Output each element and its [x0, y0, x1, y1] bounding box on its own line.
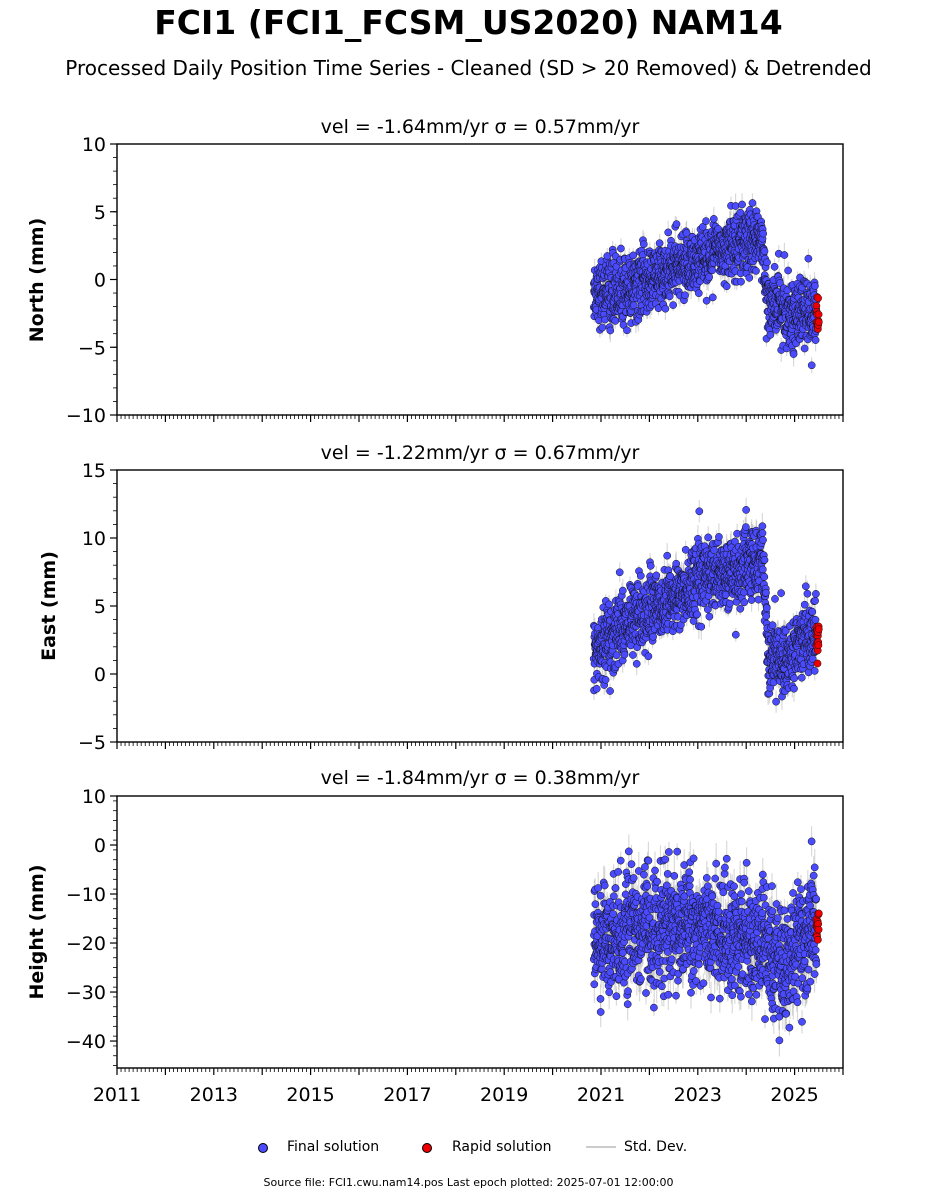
north-ylabel: North (mm)	[26, 218, 48, 343]
north-final-point	[737, 277, 745, 286]
north-final-point	[702, 217, 710, 225]
north-final-point	[748, 199, 757, 207]
north-final-point	[698, 223, 707, 231]
east-final-point	[632, 659, 641, 668]
north-final-point	[759, 229, 768, 238]
north-final-point	[664, 228, 673, 237]
north-ytick-label: −5	[78, 337, 106, 359]
north-points	[589, 199, 823, 370]
north-final-point	[745, 273, 754, 282]
north-final-point	[807, 361, 816, 370]
north-final-point	[800, 344, 809, 353]
north-final-point	[811, 282, 819, 290]
east-final-point	[592, 684, 601, 693]
east-final-point	[636, 571, 645, 580]
north-final-point	[714, 225, 723, 233]
east-final-point	[663, 551, 672, 560]
north-final-point	[655, 239, 664, 248]
north-final-point	[709, 215, 718, 223]
east-ylabel: East (mm)	[38, 551, 60, 661]
north-final-point	[672, 220, 681, 228]
north-panel: vel = -1.64mm/yr σ = 0.57mm/yr North (mm…	[26, 116, 844, 427]
chart-title: FCI1 (FCI1_FCSM_US2020) NAM14	[154, 3, 783, 42]
north-ytick-label: 5	[94, 202, 106, 224]
north-final-point	[811, 336, 820, 344]
north-final-point	[617, 244, 625, 253]
north-final-point	[722, 282, 731, 291]
north-final-point	[630, 301, 638, 310]
north-final-point	[784, 266, 792, 275]
east-final-point	[605, 600, 613, 609]
north-final-point	[661, 304, 670, 313]
north-final-point	[731, 202, 740, 210]
north-final-point	[752, 267, 760, 275]
east-final-point	[601, 675, 610, 684]
east-final-point	[618, 586, 627, 595]
north-rapid-point	[814, 294, 822, 303]
east-data-layer	[589, 497, 823, 713]
north-final-point	[682, 229, 691, 237]
north-final-point	[601, 315, 609, 324]
east-panel-title: vel = -1.22mm/yr σ = 0.67mm/yr	[321, 442, 640, 464]
north-data-layer	[589, 193, 823, 374]
east-final-point	[652, 571, 661, 580]
north-final-point	[780, 251, 789, 259]
north-final-point	[804, 254, 813, 263]
north-final-point	[763, 258, 771, 267]
east-final-point	[620, 650, 629, 659]
north-final-point	[705, 273, 713, 281]
north-final-point	[611, 317, 620, 325]
north-rapid-point	[814, 318, 823, 326]
north-final-point	[708, 293, 717, 302]
north-final-point	[738, 200, 746, 209]
east-final-point	[649, 632, 657, 641]
north-final-point	[619, 321, 628, 329]
north-final-point	[776, 279, 784, 287]
north-ytick-label: 10	[82, 134, 106, 156]
east-final-point	[666, 572, 675, 581]
north-final-point	[789, 350, 798, 358]
east-final-point	[644, 652, 653, 661]
east-final-point	[646, 562, 655, 570]
east-final-point	[612, 651, 621, 660]
east-panel: vel = -1.22mm/yr σ = 0.67mm/yr East (mm)…	[38, 442, 844, 754]
north-final-point	[681, 291, 689, 300]
east-points	[589, 506, 823, 706]
north-final-point	[669, 301, 677, 309]
north-final-point	[629, 251, 638, 260]
north-rapid-point	[814, 310, 823, 319]
north-ytick-label: −10	[66, 405, 106, 427]
north-final-point	[766, 331, 775, 339]
north-final-point	[598, 323, 607, 332]
north-final-point	[770, 262, 779, 271]
east-final-point	[629, 651, 637, 659]
north-final-point	[708, 266, 717, 275]
north-final-point	[760, 247, 769, 256]
north-final-point	[623, 326, 631, 335]
time-series-figure: vel = -1.64mm/yr σ = 0.57mm/yr North (mm…	[26, 116, 844, 1106]
east-final-point	[606, 687, 614, 695]
east-final-point	[672, 559, 681, 568]
north-final-point	[694, 289, 703, 298]
chart-subtitle: Processed Daily Position Time Series - C…	[65, 56, 872, 80]
north-final-point	[606, 326, 615, 335]
north-final-point	[702, 296, 711, 305]
north-panel-title: vel = -1.64mm/yr σ = 0.57mm/yr	[321, 116, 640, 138]
north-ytick-label: 0	[94, 270, 106, 292]
north-final-point	[639, 240, 648, 249]
north-final-point	[736, 208, 745, 217]
east-final-point	[615, 568, 624, 577]
north-final-point	[665, 292, 674, 301]
